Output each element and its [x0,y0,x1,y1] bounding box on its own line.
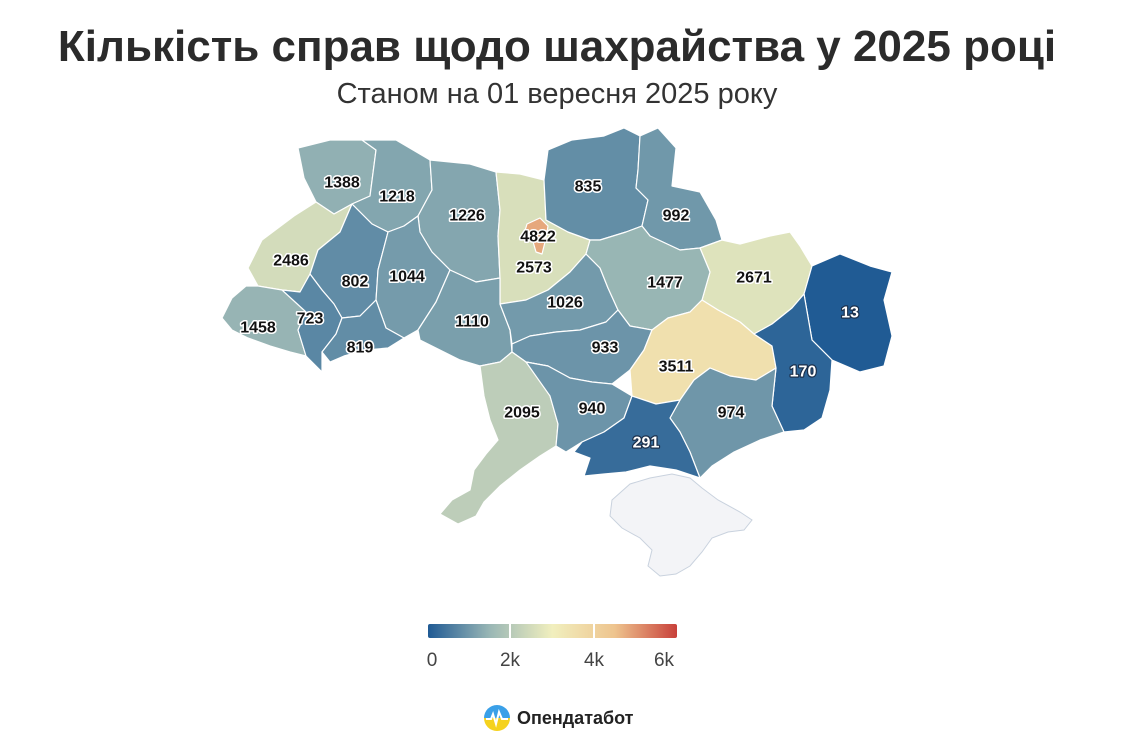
value-label-odesa: 2095 [504,405,540,422]
value-label-rivne: 1218 [379,189,415,206]
value-label-ternopil: 802 [342,274,369,291]
value-label-cherkasy: 1026 [547,295,583,312]
value-label-kherson: 291 [633,435,660,452]
value-label-chernivtsi: 819 [347,340,374,357]
legend-tick: 6k [653,650,675,671]
region-kherson[interactable] [573,395,701,479]
region-crimea [609,473,753,577]
legend-tick: 2k [499,650,521,671]
map-title: Кількість справ щодо шахрайства у 2025 р… [57,22,1057,71]
value-label-donetsk: 170 [790,364,817,381]
opendatabot-logo-icon [484,705,510,731]
map-subtitle: Станом на 01 вересня 2025 року [336,78,778,110]
brand: Опендатабот [483,704,634,732]
brand-name: Опендатабот [517,707,634,728]
value-label-zhytomyr: 1226 [449,208,485,225]
legend-separator [593,624,595,638]
region-kyiv-city[interactable] [523,217,549,255]
legend-separator [509,624,511,638]
value-label-chernihiv: 835 [575,179,602,196]
value-label-kyiv-oblast: 2573 [516,260,552,277]
value-label-kharkiv: 2671 [736,270,772,287]
region-sumy[interactable] [635,127,723,251]
value-label-zakarpattia: 1458 [240,320,276,337]
region-chernivtsi[interactable] [321,299,405,363]
value-label-dnipropetrovsk: 3511 [659,359,694,376]
legend-tick: 4k [583,650,605,671]
value-label-volyn: 1388 [324,175,360,192]
value-label-poltava: 1477 [647,275,683,292]
value-label-vinnytsia: 1110 [455,314,489,331]
region-poltava[interactable] [585,225,711,331]
value-label-kyiv-city: 4822 [520,229,556,246]
value-label-zaporizhzhia: 974 [718,405,745,422]
value-label-luhansk: 13 [841,305,859,322]
value-label-mykolaiv: 940 [579,401,606,418]
value-label-ivano-frankivsk: 723 [297,311,324,328]
region-donetsk[interactable] [753,293,833,433]
value-label-sumy: 992 [663,208,690,225]
value-label-lviv: 2486 [273,253,309,270]
legend-tick: 0 [426,650,438,671]
value-label-kirovohrad: 933 [592,340,619,357]
value-label-khmelnytskyi: 1044 [389,269,425,286]
legend-colorbar [428,624,677,638]
